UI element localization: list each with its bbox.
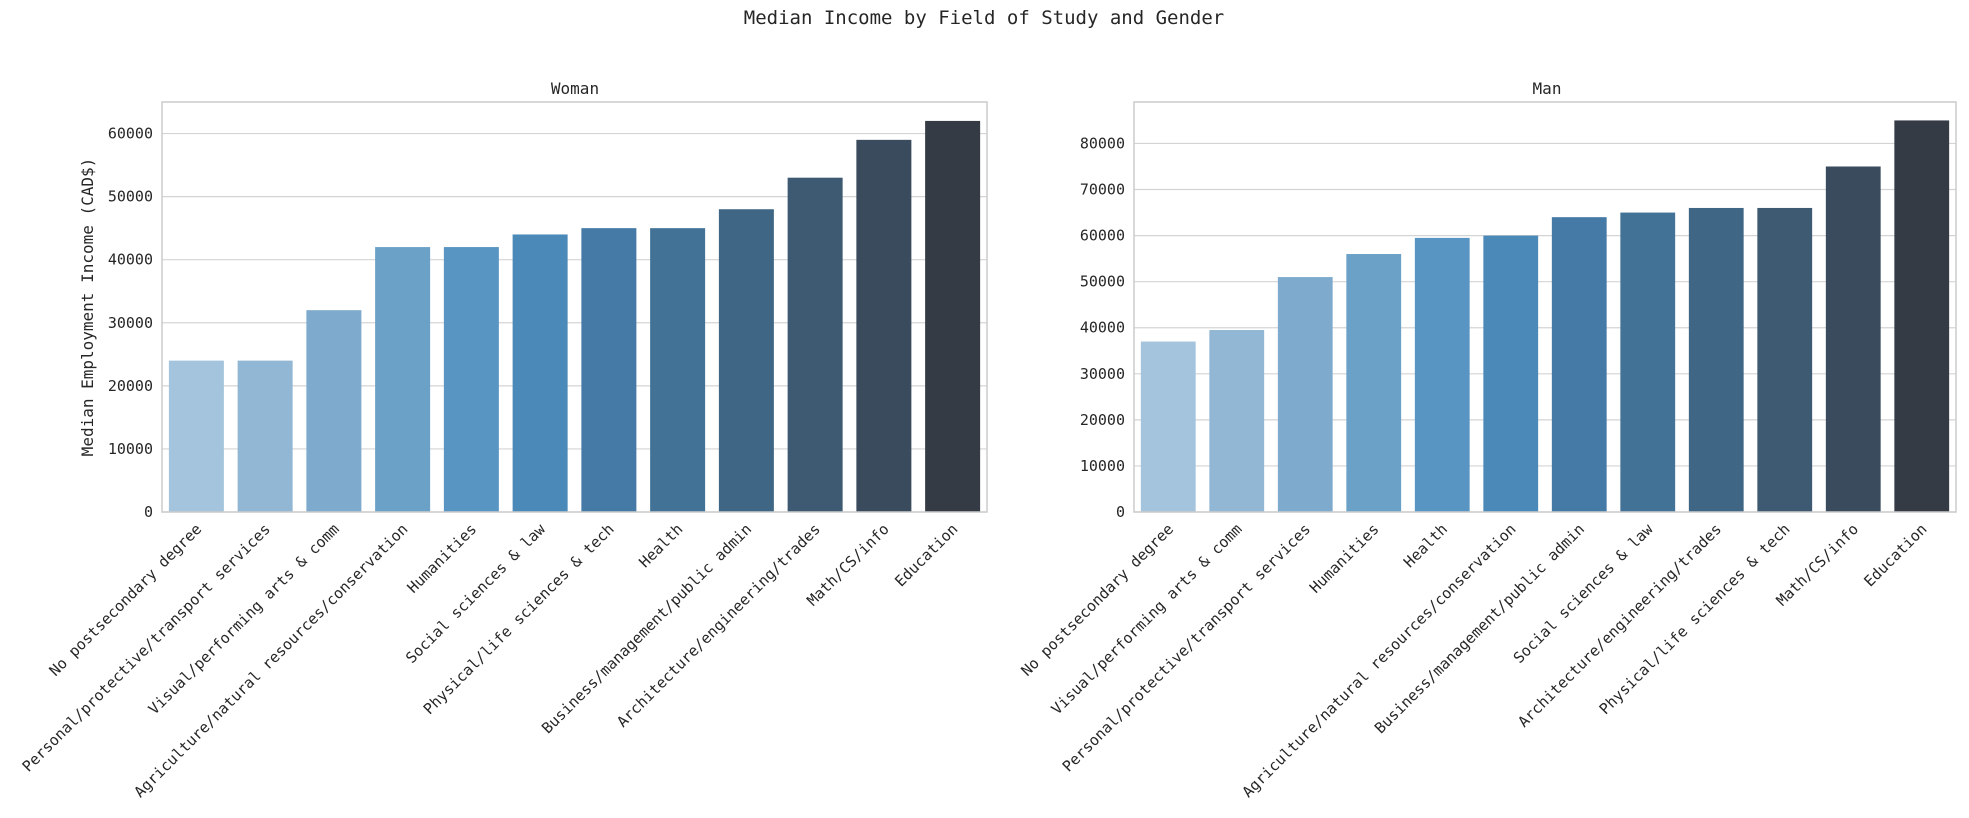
bar-man-2 bbox=[1209, 330, 1265, 512]
bars-woman bbox=[168, 120, 981, 513]
bar-woman-11 bbox=[856, 139, 912, 512]
bar-man-5 bbox=[1414, 237, 1470, 513]
bar-woman-3 bbox=[306, 310, 362, 512]
plot-frame-woman bbox=[161, 101, 988, 513]
bar-man-9 bbox=[1688, 207, 1744, 512]
y-tick-label: 0 bbox=[1116, 503, 1125, 521]
bar-woman-4 bbox=[375, 247, 431, 513]
bar-man-12 bbox=[1894, 120, 1950, 512]
bar-woman-5 bbox=[443, 247, 499, 513]
y-tick-label: 70000 bbox=[1080, 181, 1125, 199]
bar-man-11 bbox=[1825, 166, 1881, 512]
y-tick-label: 30000 bbox=[1080, 365, 1125, 383]
bar-man-10 bbox=[1757, 207, 1813, 512]
x-ticks-woman: No postsecondary degreePersonal/protecti… bbox=[19, 519, 962, 801]
y-tick-label: 60000 bbox=[108, 125, 153, 143]
y-tick-label: 0 bbox=[144, 503, 153, 521]
y-tick-label: 60000 bbox=[1080, 227, 1125, 245]
x-tick-label: Humanities bbox=[404, 520, 481, 597]
bar-woman-1 bbox=[168, 360, 224, 512]
y-tick-label: 50000 bbox=[108, 188, 153, 206]
y-tick-label: 80000 bbox=[1080, 134, 1125, 152]
bar-woman-12 bbox=[925, 120, 981, 512]
y-tick-label: 30000 bbox=[108, 314, 153, 332]
y-tick-label: 10000 bbox=[1080, 457, 1125, 475]
y-tick-label: 50000 bbox=[1080, 273, 1125, 291]
x-tick-label: Health bbox=[1400, 520, 1451, 571]
bar-woman-7 bbox=[581, 228, 637, 512]
bar-woman-8 bbox=[650, 228, 706, 512]
x-ticks-man: No postsecondary degreeVisual/performing… bbox=[1017, 519, 1930, 801]
chart-title-woman: Woman bbox=[551, 79, 599, 98]
bar-man-8 bbox=[1620, 212, 1676, 512]
y-tick-label: 20000 bbox=[1080, 411, 1125, 429]
x-tick-label: Social sciences & law bbox=[402, 519, 550, 667]
bar-woman-6 bbox=[512, 234, 568, 512]
x-tick-label: Education bbox=[1860, 520, 1930, 590]
bar-man-7 bbox=[1551, 217, 1607, 513]
bar-woman-9 bbox=[718, 209, 774, 512]
x-tick-label: Humanities bbox=[1306, 520, 1383, 597]
x-tick-label: Social sciences & law bbox=[1510, 519, 1658, 667]
grid-woman bbox=[162, 132, 987, 513]
y-tick-label: 40000 bbox=[108, 251, 153, 269]
chart-title-man: Man bbox=[1533, 79, 1562, 98]
y-ticks-woman: 0 10000 20000 30000 40000 50000 60000 bbox=[108, 125, 153, 521]
figure-title: Median Income by Field of Study and Gend… bbox=[744, 7, 1224, 29]
chart-man: Man 0 10000 20000 30000 40000 50000 60000 70000… bbox=[1017, 79, 1957, 801]
bar-man-1 bbox=[1140, 341, 1196, 512]
bar-man-4 bbox=[1346, 254, 1402, 513]
y-axis-label-woman: Median Employment Income (CAD$) bbox=[78, 158, 97, 457]
bar-woman-10 bbox=[787, 177, 843, 512]
y-tick-label: 10000 bbox=[108, 440, 153, 458]
y-tick-label: 20000 bbox=[108, 377, 153, 395]
x-tick-label: Personal/protective/transport services bbox=[1059, 520, 1314, 775]
x-tick-label: Education bbox=[891, 520, 961, 590]
y-tick-label: 40000 bbox=[1080, 319, 1125, 337]
x-tick-label: Personal/protective/transport services bbox=[19, 520, 274, 775]
bar-man-3 bbox=[1277, 277, 1333, 512]
x-tick-label: Health bbox=[635, 520, 686, 571]
chart-woman: Woman 0 10000 20000 30000 40000 50000 60000 No… bbox=[19, 79, 988, 801]
bar-woman-2 bbox=[237, 360, 293, 512]
y-ticks-man: 0 10000 20000 30000 40000 50000 60000 70000 8000… bbox=[1080, 134, 1125, 521]
plot-frame-man bbox=[1133, 101, 1957, 513]
bar-man-6 bbox=[1483, 235, 1539, 512]
bars-man bbox=[1140, 120, 1950, 513]
